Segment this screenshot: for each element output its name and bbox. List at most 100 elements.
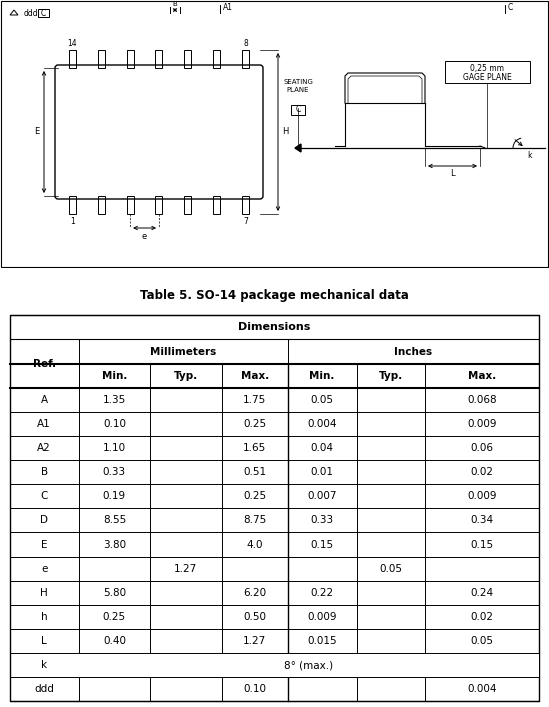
Text: 0.05: 0.05 — [379, 563, 402, 573]
Text: 8° (max.): 8° (max.) — [284, 660, 333, 670]
Text: L: L — [41, 636, 47, 646]
Text: 0.19: 0.19 — [103, 491, 126, 501]
Text: 0.51: 0.51 — [243, 467, 266, 477]
Text: 1.10: 1.10 — [103, 443, 126, 453]
Text: 0.009: 0.009 — [468, 491, 497, 501]
Text: 0.02: 0.02 — [470, 612, 494, 622]
Text: k: k — [527, 151, 531, 160]
Text: H: H — [41, 588, 48, 598]
Text: 0,25 mm: 0,25 mm — [470, 64, 504, 73]
Text: 5.80: 5.80 — [103, 588, 126, 598]
Text: 0.009: 0.009 — [468, 419, 497, 429]
Text: 1.75: 1.75 — [243, 395, 266, 405]
Text: Ref.: Ref. — [33, 358, 56, 368]
Text: 7: 7 — [243, 217, 248, 226]
Text: ddd: ddd — [24, 8, 38, 18]
Text: e: e — [142, 232, 147, 241]
Text: 14: 14 — [68, 39, 77, 48]
Text: Typ.: Typ. — [173, 370, 198, 380]
Text: C: C — [41, 491, 48, 501]
Text: A: A — [41, 395, 48, 405]
Bar — [38, 9, 49, 17]
Bar — [291, 105, 305, 115]
Bar — [242, 196, 249, 214]
Text: A1: A1 — [37, 419, 51, 429]
Text: 8° (max.): 8° (max.) — [284, 660, 333, 670]
Text: 0.10: 0.10 — [103, 419, 126, 429]
Bar — [98, 50, 105, 68]
Text: 0.01: 0.01 — [311, 467, 334, 477]
Text: 0.25: 0.25 — [243, 491, 266, 501]
Text: 8.75: 8.75 — [243, 515, 266, 525]
Text: 8.55: 8.55 — [103, 515, 126, 525]
Text: e: e — [41, 563, 47, 573]
Text: B: B — [41, 467, 48, 477]
Text: Millimeters: Millimeters — [150, 346, 216, 356]
Text: 1.65: 1.65 — [243, 443, 266, 453]
Bar — [155, 50, 163, 68]
Text: 0.068: 0.068 — [467, 395, 497, 405]
Text: L: L — [450, 169, 455, 178]
Text: C: C — [295, 105, 301, 115]
Text: C: C — [41, 8, 46, 18]
Bar — [98, 196, 105, 214]
Text: 6.20: 6.20 — [243, 588, 266, 598]
Bar — [69, 196, 76, 214]
Text: 0.25: 0.25 — [243, 419, 266, 429]
Text: Min.: Min. — [102, 370, 127, 380]
Text: H: H — [282, 127, 288, 136]
Text: ddd: ddd — [35, 684, 54, 694]
Text: 3.80: 3.80 — [103, 539, 126, 549]
Bar — [10, 315, 539, 701]
Bar — [445, 61, 530, 83]
Text: 0.007: 0.007 — [307, 491, 337, 501]
Polygon shape — [295, 144, 301, 152]
Text: D: D — [40, 515, 48, 525]
Bar — [242, 50, 249, 68]
Text: 0.009: 0.009 — [307, 612, 337, 622]
Text: 1.27: 1.27 — [243, 636, 266, 646]
Bar — [127, 196, 133, 214]
Text: 0.004: 0.004 — [468, 684, 497, 694]
Bar — [79, 654, 539, 677]
Text: Max.: Max. — [240, 370, 269, 380]
Bar — [79, 654, 539, 677]
Text: 0.50: 0.50 — [243, 612, 266, 622]
Text: 0.34: 0.34 — [470, 515, 494, 525]
Text: 0.40: 0.40 — [103, 636, 126, 646]
Text: k: k — [41, 660, 47, 670]
Text: E: E — [41, 539, 48, 549]
Text: GAGE PLANE: GAGE PLANE — [463, 73, 511, 81]
Text: 0.22: 0.22 — [311, 588, 334, 598]
Bar — [213, 196, 220, 214]
Bar — [127, 50, 133, 68]
Text: A2: A2 — [37, 443, 51, 453]
Text: 0.24: 0.24 — [470, 588, 494, 598]
Text: 0.33: 0.33 — [103, 467, 126, 477]
Text: Table 5. SO-14 package mechanical data: Table 5. SO-14 package mechanical data — [140, 289, 409, 302]
Text: Min.: Min. — [310, 370, 335, 380]
Text: Typ.: Typ. — [379, 370, 403, 380]
Bar — [184, 50, 192, 68]
Text: Dimensions: Dimensions — [238, 322, 311, 332]
Text: 1.27: 1.27 — [174, 563, 198, 573]
Text: 0.06: 0.06 — [470, 443, 494, 453]
Text: B: B — [172, 1, 177, 7]
Text: 1.35: 1.35 — [103, 395, 126, 405]
Text: C: C — [508, 4, 513, 13]
Text: 0.25: 0.25 — [103, 612, 126, 622]
Text: SEATING
PLANE: SEATING PLANE — [283, 79, 313, 93]
Text: 0.015: 0.015 — [307, 636, 337, 646]
Text: 0.33: 0.33 — [311, 515, 334, 525]
Text: 0.04: 0.04 — [311, 443, 334, 453]
Text: 0.02: 0.02 — [470, 467, 494, 477]
Text: Inches: Inches — [394, 346, 433, 356]
Bar — [213, 50, 220, 68]
Text: 0.05: 0.05 — [470, 636, 494, 646]
Text: 8: 8 — [243, 39, 248, 48]
Text: Max.: Max. — [468, 370, 496, 380]
Text: 4.0: 4.0 — [247, 539, 263, 549]
Text: A1: A1 — [223, 4, 233, 13]
Text: 0.004: 0.004 — [307, 419, 337, 429]
Text: E: E — [33, 127, 39, 136]
